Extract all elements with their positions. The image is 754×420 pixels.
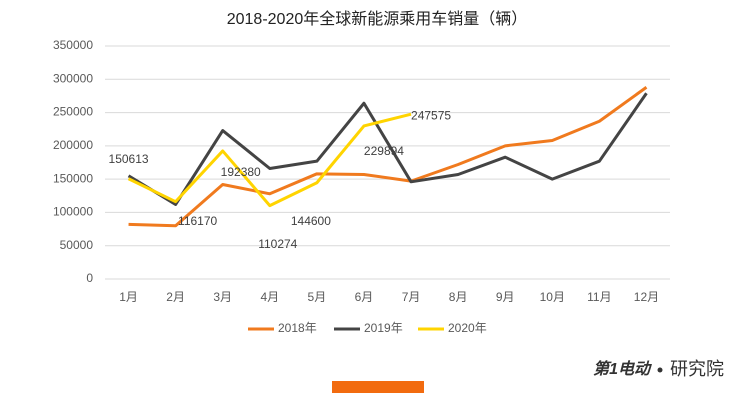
- data-label: 229894: [364, 144, 404, 158]
- data-label: 116170: [178, 214, 217, 228]
- legend-label: 2018年: [278, 321, 317, 335]
- data-label: 144600: [291, 214, 331, 228]
- series-line: [127, 112, 412, 208]
- y-tick-label: 50000: [60, 238, 94, 252]
- footer-bar: [332, 381, 424, 393]
- y-tick-label: 0: [86, 271, 93, 285]
- y-tick-label: 100000: [53, 205, 93, 219]
- x-tick-label: 5月: [308, 290, 327, 304]
- series-line: [128, 86, 648, 228]
- y-tick-label: 250000: [53, 105, 93, 119]
- x-tick-label: 12月: [634, 290, 659, 304]
- data-label: 192380: [221, 165, 261, 179]
- legend-label: 2020年: [448, 321, 487, 335]
- data-label: 110274: [258, 237, 297, 251]
- data-label: 247575: [411, 108, 451, 122]
- y-tick-label: 200000: [53, 138, 93, 152]
- x-tick-label: 11月: [587, 290, 611, 304]
- x-tick-label: 1月: [119, 290, 138, 304]
- x-tick-label: 3月: [213, 290, 232, 304]
- x-tick-label: 6月: [355, 290, 374, 304]
- x-tick-label: 9月: [496, 290, 515, 304]
- footer-dot: [657, 367, 663, 373]
- y-tick-label: 350000: [53, 38, 93, 52]
- footer-sub: 研究院: [670, 359, 724, 379]
- y-tick-label: 300000: [53, 71, 93, 85]
- x-tick-label: 8月: [449, 290, 468, 304]
- footer-brand: 第1电动: [593, 360, 652, 378]
- series-line: [127, 92, 648, 206]
- data-label: 150613: [109, 152, 149, 166]
- y-tick-label: 150000: [53, 171, 93, 185]
- x-tick-label: 4月: [260, 290, 279, 304]
- x-tick-label: 2月: [166, 290, 185, 304]
- x-tick-label: 7月: [402, 290, 421, 304]
- x-tick-label: 10月: [540, 290, 565, 304]
- legend-label: 2019年: [364, 321, 403, 335]
- chart-title: 2018-2020年全球新能源乘用车销量（辆）: [227, 10, 528, 28]
